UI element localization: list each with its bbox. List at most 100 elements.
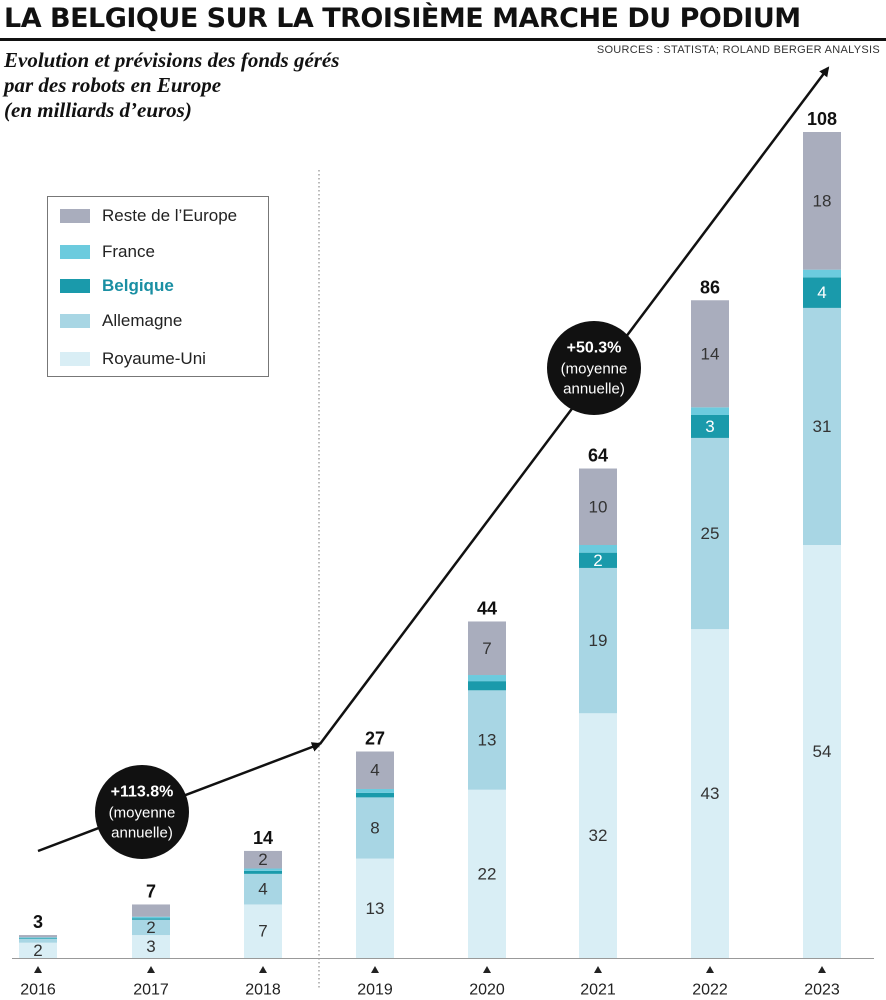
x-tick-label: 2017 <box>133 982 169 999</box>
bar-segment <box>244 850 282 869</box>
legend-item-allemagne: Allemagne <box>60 311 182 331</box>
bar-segment <box>579 567 617 714</box>
legend-item-belgique: Belgique <box>60 276 174 296</box>
legend-label: France <box>102 242 155 261</box>
growth-rate-label: +113.8% <box>111 784 174 801</box>
bar-segment <box>244 873 282 905</box>
bar-segment <box>691 300 729 408</box>
bar-value-label: 7 <box>258 922 267 941</box>
bar-segment <box>803 545 841 958</box>
legend-label: Belgique <box>102 276 174 295</box>
bar-segment <box>19 938 57 943</box>
axis-tick <box>259 966 267 973</box>
growth-note-label: annuelle) <box>111 825 173 842</box>
bar-stack-2016: 23 <box>19 912 57 960</box>
bar-value-label: 7 <box>482 639 491 658</box>
bar-value-label: 13 <box>478 731 497 750</box>
bar-segment <box>803 132 841 270</box>
bar-total-label: 14 <box>253 828 273 848</box>
bar-total-label: 27 <box>365 729 385 749</box>
bar-segment <box>19 935 57 938</box>
x-tick-label: 2019 <box>357 982 393 999</box>
bar-stack-2023: 54 31 4 18 108 <box>803 109 841 958</box>
x-tick-label: 2020 <box>469 982 505 999</box>
bar-value-label: 4 <box>370 761 379 780</box>
bar-segment <box>579 552 617 568</box>
growth-note-label: (moyenne <box>109 805 176 822</box>
legend-swatch <box>60 245 90 259</box>
bar-segment <box>19 942 57 958</box>
bar-stack-2021: 32 19 2 10 64 <box>579 446 617 958</box>
bar-segment <box>691 437 729 630</box>
axis-tick <box>34 966 42 973</box>
bar-total-label: 44 <box>477 598 497 618</box>
x-tick-label: 2022 <box>692 982 728 999</box>
bar-segment <box>356 788 394 793</box>
bar-segment <box>468 621 506 676</box>
subtitle-line: par des robots en Europe <box>4 73 222 97</box>
axis-tick <box>594 966 602 973</box>
axis-tick <box>483 966 491 973</box>
bar-segment <box>579 713 617 958</box>
bar-segment <box>691 414 729 438</box>
bar-total-label: 108 <box>807 109 837 129</box>
growth-rate-label: +50.3% <box>567 340 622 357</box>
chart-subtitle: Evolution et prévisions des fonds gérés … <box>4 48 444 123</box>
legend-swatch <box>60 314 90 328</box>
bar-segment <box>468 675 506 682</box>
bar-value-label: 14 <box>701 344 720 363</box>
bar-total-label: 7 <box>146 881 156 901</box>
growth-note-label: annuelle) <box>563 381 625 398</box>
bar-value-label: 2 <box>593 551 602 570</box>
chart-legend: Reste de l’Europe France Belgique Allema… <box>47 196 269 377</box>
bar-segment <box>468 681 506 691</box>
bar-value-label: 22 <box>478 864 497 883</box>
bar-segment <box>132 935 170 958</box>
chart-title: LA BELGIQUE SUR LA TROISIÈME MARCHE DU P… <box>4 3 801 34</box>
bubble-circle <box>95 765 189 859</box>
legend-swatch <box>60 352 90 366</box>
bar-value-label: 3 <box>705 417 714 436</box>
bar-value-label: 31 <box>813 417 832 436</box>
bar-segment <box>691 407 729 415</box>
bar-segment <box>356 751 394 789</box>
bar-value-label: 4 <box>258 880 267 899</box>
bar-stack-2022: 43 25 3 14 86 <box>691 277 729 958</box>
bar-segment <box>691 629 729 958</box>
bar-segment <box>356 858 394 958</box>
bar-total-label: 3 <box>33 912 43 932</box>
bubble-circle <box>547 321 641 415</box>
bar-segment <box>356 792 394 798</box>
axis-tick <box>371 966 379 973</box>
bar-value-label: 3 <box>146 937 155 956</box>
legend-item-royaume-uni: Royaume-Uni <box>60 349 206 369</box>
bar-segment <box>356 797 394 859</box>
title-rule <box>0 38 886 41</box>
bar-segment <box>132 916 170 919</box>
legend-item-france: France <box>60 242 155 262</box>
bar-value-label: 25 <box>701 524 720 543</box>
subtitle-line: (en milliards d’euros) <box>4 98 192 122</box>
bar-value-label: 18 <box>813 191 832 210</box>
growth-bubble: +50.3% (moyenne annuelle) <box>547 321 641 415</box>
x-tick-label: 2016 <box>20 982 56 999</box>
bar-value-label: 54 <box>813 742 832 761</box>
bar-segment <box>579 545 617 553</box>
bar-total-label: 64 <box>588 446 608 466</box>
bar-value-label: 32 <box>589 826 608 845</box>
legend-swatch <box>60 209 90 223</box>
bar-stack-2020: 22 13 7 44 <box>468 598 506 958</box>
bar-value-label: 2 <box>33 941 42 960</box>
sources-note: SOURCES : STATISTA; ROLAND BERGER ANALYS… <box>596 44 880 56</box>
bar-segment <box>132 904 170 917</box>
bar-value-label: 2 <box>146 918 155 937</box>
legend-swatch <box>60 279 90 293</box>
bar-segment <box>803 277 841 308</box>
bar-value-label: 8 <box>370 818 379 837</box>
bar-segment <box>244 868 282 871</box>
bar-segment <box>19 938 57 939</box>
bar-segment <box>579 468 617 545</box>
x-tick-label: 2021 <box>580 982 616 999</box>
bar-segment <box>468 789 506 958</box>
